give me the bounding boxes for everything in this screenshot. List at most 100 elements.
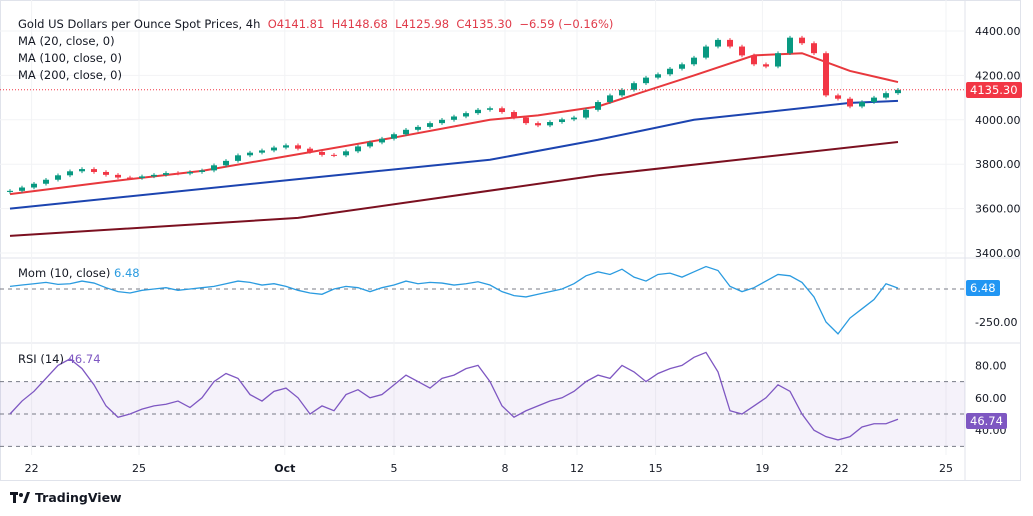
candle-body xyxy=(703,46,709,58)
candle-body xyxy=(895,89,901,94)
candle-body xyxy=(847,98,853,107)
high-value: H4148.68 xyxy=(331,17,388,31)
candle-body xyxy=(535,123,541,126)
candle-body xyxy=(679,64,685,69)
candle-body xyxy=(67,171,73,176)
candle-body xyxy=(631,83,637,90)
candle-body xyxy=(667,68,673,75)
x-tick-label: 8 xyxy=(502,462,509,475)
candle-body xyxy=(91,169,97,172)
y-tick-label: 4000.00 xyxy=(975,114,1021,127)
candle-body xyxy=(367,142,373,147)
rsi-legend[interactable]: RSI (14) 46.74 xyxy=(18,352,101,366)
candle-body xyxy=(643,77,649,84)
candle-body xyxy=(247,152,253,156)
rsi-line xyxy=(9,351,899,441)
candle-body xyxy=(55,175,61,180)
candle-body xyxy=(175,173,181,175)
candle-body xyxy=(463,113,469,117)
y-tick-label: 3600.00 xyxy=(975,203,1021,216)
candle-body xyxy=(523,117,529,124)
candle-body xyxy=(271,147,277,151)
candle-body xyxy=(307,148,313,152)
candle-body xyxy=(475,109,481,114)
y-tick-label: 4200.00 xyxy=(975,69,1021,82)
candle-body xyxy=(451,116,457,120)
x-tick-label: 12 xyxy=(570,462,584,475)
x-tick-label: 19 xyxy=(755,462,769,475)
candle-body xyxy=(619,89,625,96)
candle-body xyxy=(691,57,697,65)
x-tick-label: Oct xyxy=(274,462,295,475)
momentum-tag: 6.48 xyxy=(966,280,1000,296)
y-tick-label: 3400.00 xyxy=(975,247,1021,260)
candle-body xyxy=(775,53,781,67)
candle-body xyxy=(571,117,577,120)
candle-body xyxy=(379,138,385,143)
tradingview-logo-icon xyxy=(10,491,30,503)
candle-body xyxy=(727,39,733,47)
candle-body xyxy=(295,145,301,149)
candle-body xyxy=(559,119,565,123)
change-value: −6.59 (−0.16%) xyxy=(519,17,614,31)
ma-line-200 xyxy=(9,141,899,237)
candle-body xyxy=(739,46,745,56)
rsi-y-tick-label: 60.00 xyxy=(975,392,1007,405)
x-tick-label: 25 xyxy=(132,462,146,475)
low-value: L4125.98 xyxy=(395,17,450,31)
momentum-line xyxy=(9,265,899,335)
mom-y-tick-label: -250.00 xyxy=(975,316,1017,329)
candle-body xyxy=(823,53,829,96)
candle-body xyxy=(115,174,121,178)
candle-body xyxy=(151,174,157,177)
y-tick-label: 3800.00 xyxy=(975,158,1021,171)
candle-body xyxy=(391,134,397,139)
candle-body xyxy=(343,151,349,156)
rsi-tag: 46.74 xyxy=(966,413,1007,429)
x-tick-label: 15 xyxy=(649,462,663,475)
x-tick-label: 5 xyxy=(391,462,398,475)
price-tag: 4135.30 xyxy=(966,82,1022,98)
candle-body xyxy=(751,55,757,65)
x-tick-label: 22 xyxy=(25,462,39,475)
candle-body xyxy=(547,122,553,126)
ma100-legend[interactable]: MA (100, close, 0) xyxy=(18,51,122,65)
close-value: C4135.30 xyxy=(456,17,513,31)
candle-body xyxy=(211,165,217,171)
ma-line-20 xyxy=(9,52,899,196)
candle-body xyxy=(427,123,433,127)
candle-body xyxy=(355,146,361,152)
x-tick-label: 22 xyxy=(835,462,849,475)
candle-body xyxy=(835,95,841,99)
candle-body xyxy=(31,183,37,188)
momentum-legend[interactable]: Mom (10, close) 6.48 xyxy=(18,266,140,280)
ma200-legend[interactable]: MA (200, close, 0) xyxy=(18,68,122,82)
candle-body xyxy=(331,154,337,156)
candle-body xyxy=(799,37,805,44)
candle-body xyxy=(439,119,445,124)
ma20-legend[interactable]: MA (20, close, 0) xyxy=(18,34,115,48)
candle-body xyxy=(499,108,505,113)
candle-body xyxy=(103,171,109,175)
candle-body xyxy=(787,37,793,54)
candle-body xyxy=(871,97,877,103)
candle-body xyxy=(415,126,421,130)
main-legend: Gold US Dollars per Ounce Spot Prices, 4… xyxy=(18,17,613,31)
symbol-title: Gold US Dollars per Ounce Spot Prices, 4… xyxy=(18,17,261,31)
rsi-label: RSI (14) xyxy=(18,352,64,366)
candle-body xyxy=(43,179,49,184)
chart-frame xyxy=(0,0,1021,481)
candle-body xyxy=(487,108,493,110)
candle-body xyxy=(607,95,613,103)
candle-body xyxy=(763,64,769,67)
candle-body xyxy=(283,145,289,148)
rsi-value: 46.74 xyxy=(67,352,101,366)
candle-body xyxy=(235,155,241,161)
tradingview-logo[interactable]: TradingView xyxy=(10,490,122,505)
candle-body xyxy=(883,93,889,98)
open-value: O4141.81 xyxy=(267,17,325,31)
x-tick-label: 25 xyxy=(939,462,953,475)
candle-body xyxy=(655,74,661,78)
